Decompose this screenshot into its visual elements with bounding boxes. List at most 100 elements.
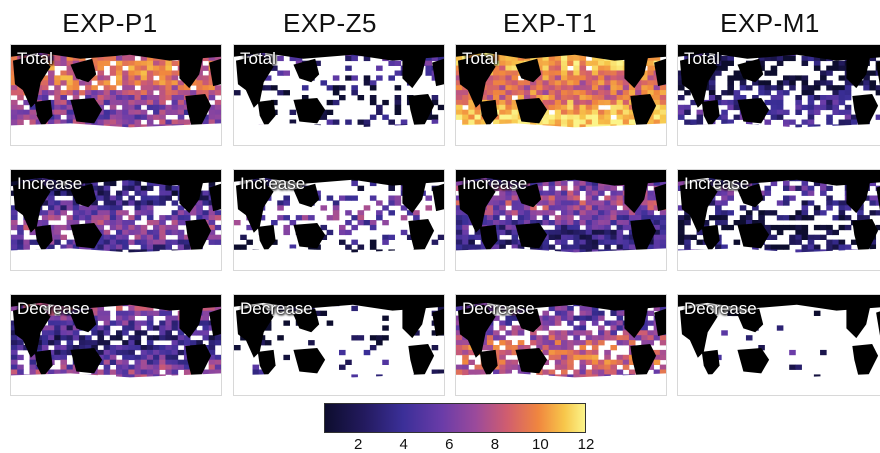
heatmap-cell xyxy=(838,210,846,216)
heatmap-cell xyxy=(776,80,784,86)
heatmap-cell xyxy=(48,210,55,216)
heatmap-cell xyxy=(561,234,568,240)
heatmap-cell xyxy=(789,364,796,370)
heatmap-cell xyxy=(517,85,525,91)
heatmap-cell xyxy=(109,210,117,216)
heatmap-cell xyxy=(616,99,624,106)
heatmap-cell xyxy=(579,185,587,191)
heatmap-cell xyxy=(103,364,111,370)
map-panel-exp-p1-decrease: Decrease xyxy=(10,294,222,396)
heatmap-cell xyxy=(511,65,519,71)
land-mass xyxy=(846,304,871,339)
heatmap-cell xyxy=(795,95,802,101)
heatmap-cell xyxy=(653,104,661,111)
heatmap-cell xyxy=(289,55,297,62)
land-mass xyxy=(852,219,879,255)
heatmap-cell xyxy=(208,104,216,111)
heatmap-cell xyxy=(128,119,135,125)
heatmap-cell xyxy=(591,185,599,191)
heatmap-cell xyxy=(351,180,358,187)
heatmap-cell xyxy=(776,60,784,66)
heatmap-cell xyxy=(54,320,61,326)
heatmap-cell xyxy=(604,224,611,231)
heatmap-cell xyxy=(776,109,784,115)
heatmap-cell xyxy=(72,205,80,211)
heatmap-cell xyxy=(165,229,172,236)
heatmap-cell xyxy=(177,330,185,336)
heatmap-cell xyxy=(789,85,796,91)
heatmap-cell xyxy=(616,65,624,71)
heatmap-cell xyxy=(653,114,661,120)
heatmap-cell xyxy=(66,55,74,62)
heatmap-cell xyxy=(146,95,154,101)
land-mass xyxy=(701,349,720,378)
heatmap-cell xyxy=(283,195,290,201)
heatmap-cell xyxy=(647,70,655,76)
heatmap-cell xyxy=(48,60,55,66)
heatmap-cell xyxy=(351,305,358,312)
heatmap-cell xyxy=(159,60,166,66)
heatmap-cell xyxy=(109,109,117,115)
heatmap-cell xyxy=(382,220,389,226)
heatmap-cell xyxy=(721,99,728,106)
heatmap-cell xyxy=(153,310,160,316)
land-mass xyxy=(624,304,649,339)
heatmap-cell xyxy=(60,90,67,96)
land-mass xyxy=(408,344,435,380)
heatmap-cell xyxy=(159,85,166,91)
southern-ocean-mask xyxy=(456,248,666,270)
heatmap-cell xyxy=(733,310,741,316)
heatmap-cell xyxy=(536,75,543,81)
heatmap-cell xyxy=(369,99,377,106)
heatmap-cell xyxy=(801,60,809,66)
heatmap-cell xyxy=(628,369,636,375)
heatmap-cell xyxy=(591,90,599,96)
heatmap-cell xyxy=(72,335,80,341)
heatmap-cell xyxy=(29,364,37,370)
heatmap-cell xyxy=(283,90,290,96)
heatmap-cell xyxy=(146,369,154,375)
land-mass xyxy=(293,308,320,333)
heatmap-cell xyxy=(542,210,550,216)
heatmap-cell xyxy=(542,349,550,356)
map-panel-exp-z5-total: Total xyxy=(233,44,445,146)
heatmap-cell xyxy=(382,335,389,341)
heatmap-cell xyxy=(715,60,722,66)
heatmap-cell xyxy=(826,99,833,106)
heatmap-cell xyxy=(505,95,512,101)
heatmap-cell xyxy=(103,90,111,96)
heatmap-cell xyxy=(708,175,716,182)
heatmap-cell xyxy=(604,195,611,201)
heatmap-cell xyxy=(567,310,574,316)
heatmap-cell xyxy=(783,185,790,191)
heatmap-cell xyxy=(196,330,203,336)
heatmap-cell xyxy=(85,215,92,221)
heatmap-cell xyxy=(641,340,648,346)
heatmap-cell xyxy=(561,210,568,216)
southern-ocean-mask xyxy=(234,248,444,270)
heatmap-cell xyxy=(165,369,172,375)
heatmap-cell xyxy=(511,330,519,336)
heatmap-cell xyxy=(857,80,864,86)
heatmap-cell xyxy=(733,104,741,111)
heatmap-cell xyxy=(598,359,605,365)
heatmap-cell xyxy=(548,85,556,91)
heatmap-cell xyxy=(573,220,580,226)
heatmap-cell xyxy=(382,99,389,106)
heatmap-cell xyxy=(758,60,765,66)
heatmap-cell xyxy=(573,195,580,201)
heatmap-cell xyxy=(530,90,537,96)
heatmap-cell xyxy=(462,244,469,250)
heatmap-cell xyxy=(171,75,179,81)
heatmap-cell xyxy=(122,224,129,231)
heatmap-cell xyxy=(60,185,67,191)
heatmap-cell xyxy=(567,220,574,226)
heatmap-cell xyxy=(536,80,543,86)
heatmap-cell xyxy=(116,55,123,62)
heatmap-cell xyxy=(604,215,611,221)
heatmap-cell xyxy=(72,180,80,187)
heatmap-cell xyxy=(91,90,98,96)
heatmap-cell xyxy=(11,80,18,86)
heatmap-cell xyxy=(474,109,482,115)
heatmap-cell xyxy=(11,325,18,331)
